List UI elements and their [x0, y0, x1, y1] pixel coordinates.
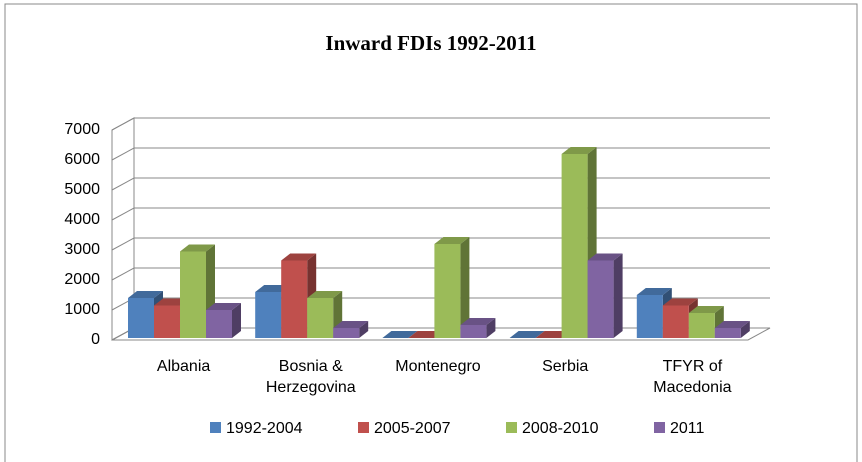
- y-tick-label: 7000: [64, 121, 100, 138]
- legend-swatch: [210, 422, 221, 433]
- bar-front: [636, 295, 663, 338]
- bar-front: [460, 325, 487, 338]
- bar: [180, 244, 215, 338]
- bar-top: [636, 288, 672, 295]
- legend-label: 2011: [670, 420, 705, 437]
- bar-side: [460, 237, 470, 338]
- bar-front: [587, 260, 614, 338]
- y-tick-label: 3000: [64, 241, 100, 258]
- x-tick-label: TFYR of Macedonia: [653, 358, 732, 396]
- bar-top: [434, 237, 470, 244]
- bar-top: [206, 303, 241, 310]
- bar-side: [613, 253, 623, 338]
- bar-top: [460, 318, 496, 325]
- bar-side: [740, 321, 750, 338]
- x-tick-label: Serbia: [542, 358, 589, 375]
- grid-line: [111, 207, 770, 221]
- bar-top: [128, 291, 163, 298]
- y-tick-label: 1000: [64, 301, 100, 318]
- legend-label: 1992-2004: [226, 420, 303, 437]
- bar-front: [561, 154, 588, 338]
- bar-side: [486, 318, 496, 338]
- bar-front: [255, 292, 282, 338]
- bar-top: [561, 147, 597, 154]
- bar-top: [382, 331, 418, 338]
- bar: [382, 331, 418, 338]
- bar-front: [281, 260, 308, 338]
- bar: [333, 321, 369, 338]
- x-tick-label: Bosnia & Herzegovina: [265, 358, 356, 396]
- bar-front: [333, 328, 360, 338]
- chart-frame: [4, 3, 858, 462]
- bar-top: [662, 298, 698, 306]
- bar-top: [714, 321, 750, 328]
- y-tick-label: 5000: [64, 181, 100, 198]
- x-tick-label: Albania: [156, 358, 211, 375]
- bar-top: [688, 306, 724, 313]
- legend-swatch: [358, 422, 369, 433]
- grid-line: [111, 267, 770, 281]
- bar: [509, 331, 545, 338]
- bar-top: [307, 291, 343, 298]
- bar: [206, 303, 241, 338]
- bar-top: [281, 253, 317, 261]
- bar-front: [128, 298, 154, 338]
- legend-label: 2008-2010: [522, 420, 599, 437]
- bar-front: [434, 244, 461, 338]
- grid-line: [111, 177, 770, 191]
- y-tick-label: 4000: [64, 211, 100, 228]
- grid-line: [111, 147, 770, 161]
- bar-front: [180, 251, 206, 338]
- bar-top: [180, 244, 215, 252]
- bar: [587, 253, 623, 338]
- legend-label: 2005-2007: [374, 420, 451, 437]
- bar: [434, 237, 470, 338]
- chart-title: Inward FDIs 1992-2011: [325, 31, 536, 55]
- bar: [714, 321, 750, 338]
- x-tick-label: Montenegro: [395, 358, 481, 375]
- bar-front: [714, 328, 741, 338]
- bar-front: [307, 298, 334, 338]
- bar-top: [509, 331, 545, 338]
- bar-top: [587, 253, 623, 261]
- bar-top: [333, 321, 369, 328]
- grid-line: [111, 237, 770, 251]
- legend-swatch: [506, 422, 517, 433]
- bar: [460, 318, 496, 338]
- legend-swatch: [654, 422, 665, 433]
- bar-front: [688, 313, 715, 338]
- bar-side: [359, 321, 369, 338]
- bar-front: [206, 310, 232, 338]
- bar-front: [662, 305, 689, 338]
- bar-front: [154, 305, 180, 338]
- y-tick-label: 2000: [64, 271, 100, 288]
- grid-line: [111, 117, 770, 131]
- y-tick-label: 0: [91, 331, 100, 348]
- bar-side: [232, 303, 241, 338]
- y-tick-label: 6000: [64, 151, 100, 168]
